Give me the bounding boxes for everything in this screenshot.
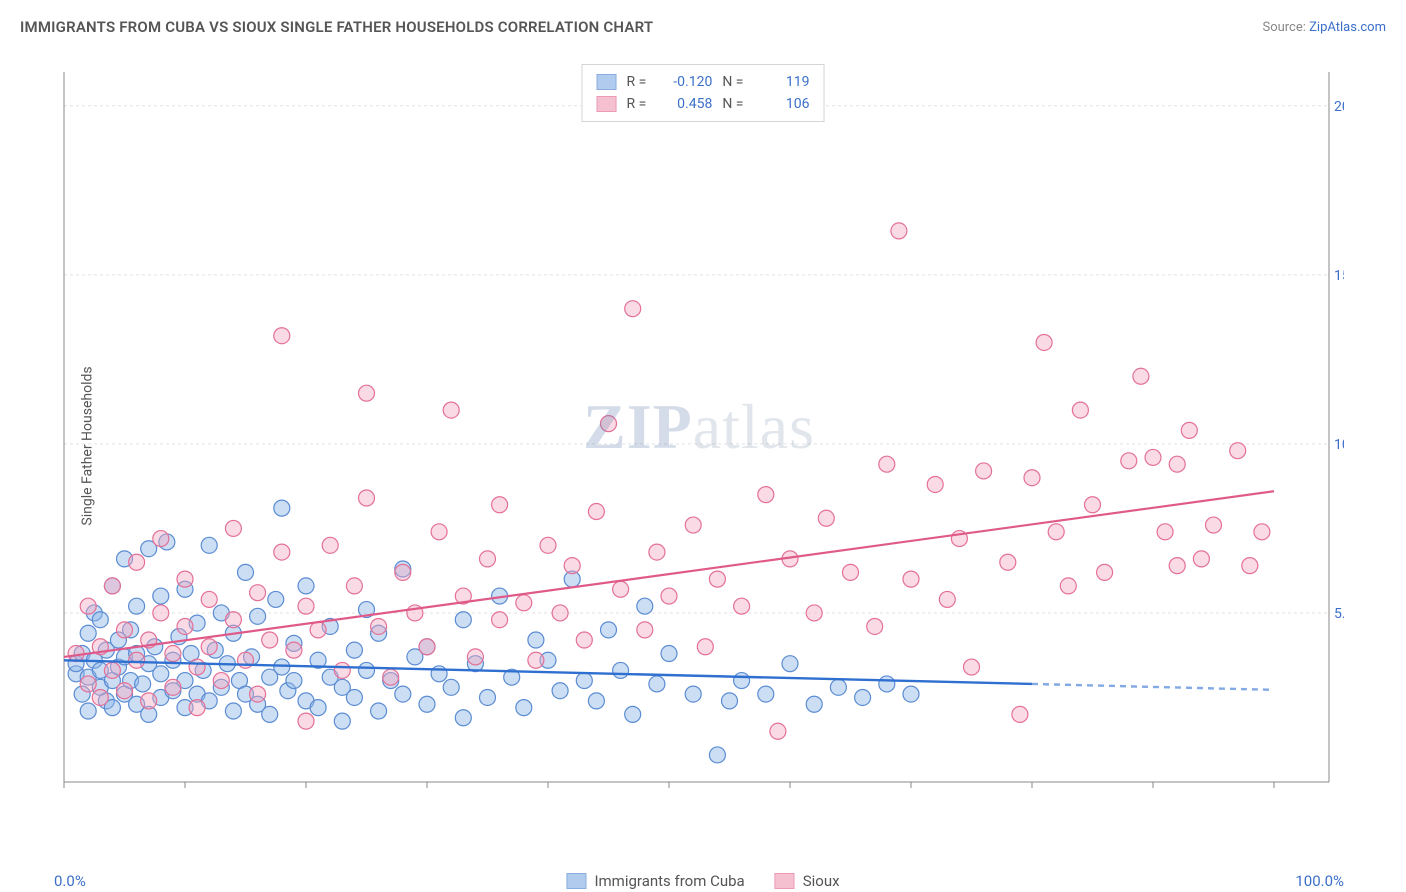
legend-label-cuba: Immigrants from Cuba: [594, 872, 744, 890]
svg-text:15.0%: 15.0%: [1334, 268, 1344, 284]
swatch-sioux-icon: [597, 96, 617, 112]
series-legend: Immigrants from Cuba Sioux: [566, 872, 839, 890]
legend-row-cuba: R = -0.120 N = 119: [597, 71, 810, 93]
legend-item-sioux: Sioux: [775, 872, 840, 890]
legend-item-cuba: Immigrants from Cuba: [566, 872, 744, 890]
r-value-sioux: 0.458: [656, 93, 712, 115]
swatch-cuba-icon: [597, 74, 617, 90]
x-axis-max-label: 100.0%: [1295, 872, 1344, 890]
title-bar: IMMIGRANTS FROM CUBA VS SIOUX SINGLE FAT…: [20, 18, 1386, 36]
swatch-cuba-icon: [566, 873, 586, 889]
plot-area: 5.0%10.0%15.0%20.0% ZIPatlas: [54, 62, 1344, 822]
legend-label-sioux: Sioux: [803, 872, 840, 890]
source-link[interactable]: ZipAtlas.com: [1309, 20, 1386, 35]
swatch-sioux-icon: [775, 873, 795, 889]
n-value-cuba: 119: [753, 71, 809, 93]
svg-text:10.0%: 10.0%: [1334, 437, 1344, 453]
chart-title: IMMIGRANTS FROM CUBA VS SIOUX SINGLE FAT…: [20, 18, 653, 36]
x-axis-min-label: 0.0%: [54, 872, 86, 890]
source-label: Source: ZipAtlas.com: [1262, 20, 1386, 35]
n-value-sioux: 106: [753, 93, 809, 115]
correlation-legend: R = -0.120 N = 119 R = 0.458 N = 106: [582, 64, 825, 122]
r-value-cuba: -0.120: [656, 71, 712, 93]
scatter-plot-svg: 5.0% 10.0% 15.0% 20.0%: [54, 62, 1344, 822]
svg-text:20.0%: 20.0%: [1334, 99, 1344, 115]
svg-text:5.0%: 5.0%: [1334, 606, 1344, 622]
legend-row-sioux: R = 0.458 N = 106: [597, 93, 810, 115]
